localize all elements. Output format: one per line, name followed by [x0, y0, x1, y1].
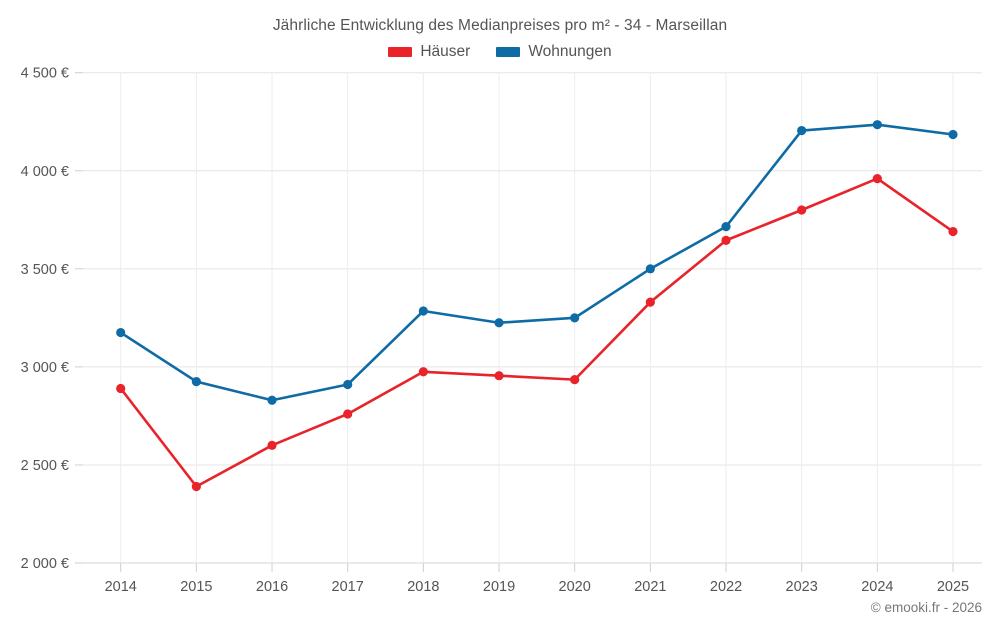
chart-title: Jährliche Entwicklung des Medianpreises … — [272, 17, 728, 34]
x-axis-tick-label: 2020 — [559, 579, 591, 595]
y-axis-tick-label: 3 000 € — [21, 360, 69, 376]
credit-text: © emooki.fr - 2026 — [870, 600, 982, 615]
y-axis-tick-label: 2 500 € — [21, 458, 69, 474]
data-point-häuser-2019[interactable] — [494, 371, 504, 381]
data-point-wohnungen-2022[interactable] — [721, 222, 731, 232]
x-axis-tick-label: 2022 — [710, 579, 742, 595]
data-point-wohnungen-2021[interactable] — [645, 264, 655, 274]
chart-legend: Häuser Wohnungen — [0, 44, 1000, 60]
data-point-wohnungen-2023[interactable] — [797, 125, 807, 136]
x-axis-tick-label: 2017 — [332, 579, 364, 595]
grid-layer — [75, 72, 982, 572]
data-point-wohnungen-2018[interactable] — [418, 306, 428, 316]
data-point-wohnungen-2017[interactable] — [343, 379, 353, 390]
x-axis-tick-label: 2018 — [407, 579, 439, 595]
y-axis-tick-label: 2 000 € — [21, 556, 69, 572]
series-layer — [116, 120, 958, 492]
x-axis-labels: 2014 2015 2016 2017 2018 2019 2020 2021 2022 2023… — [105, 579, 970, 595]
x-axis-tick-label: 2024 — [861, 579, 893, 595]
data-point-häuser-2016[interactable] — [267, 440, 277, 450]
y-axis-tick-label: 4 000 € — [21, 164, 69, 180]
x-axis-tick-label: 2021 — [634, 579, 666, 595]
data-point-häuser-2025[interactable] — [948, 226, 958, 237]
data-point-wohnungen-2020[interactable] — [570, 313, 580, 323]
series-line-wohnungen — [119, 123, 955, 402]
x-axis-tick-label: 2014 — [105, 579, 137, 595]
legend-swatch-wohnungen — [496, 46, 521, 57]
data-point-häuser-2021[interactable] — [645, 297, 655, 307]
legend-swatch-hauser — [388, 46, 413, 57]
y-axis-labels: 2 000 € 2 500 € 3 000 € 3 500 € 4 000 € 4 500… — [21, 66, 69, 572]
data-point-wohnungen-2016[interactable] — [267, 395, 277, 405]
data-point-häuser-2018[interactable] — [418, 367, 428, 377]
data-point-häuser-2015[interactable] — [191, 481, 201, 492]
data-point-häuser-2023[interactable] — [797, 205, 807, 215]
legend-label-hauser: Häuser — [420, 43, 471, 60]
series-line-häuser — [119, 177, 955, 488]
legend-label-wohnungen: Wohnungen — [528, 43, 612, 60]
data-point-häuser-2017[interactable] — [343, 409, 353, 419]
x-axis-tick-label: 2025 — [937, 579, 969, 595]
y-axis-tick-label: 3 500 € — [21, 262, 69, 278]
data-point-wohnungen-2019[interactable] — [494, 318, 504, 328]
x-axis-tick-label: 2015 — [180, 579, 212, 595]
data-point-wohnungen-2025[interactable] — [948, 129, 958, 140]
data-point-häuser-2024[interactable] — [872, 174, 882, 184]
data-point-wohnungen-2014[interactable] — [116, 327, 126, 338]
data-point-häuser-2020[interactable] — [570, 375, 580, 385]
legend-item-wohnungen[interactable]: Wohnungen — [496, 43, 612, 60]
data-point-wohnungen-2015[interactable] — [191, 376, 201, 387]
x-axis-tick-label: 2023 — [786, 579, 818, 595]
x-axis-tick-label: 2016 — [256, 579, 288, 595]
y-axis-tick-label: 4 500 € — [21, 66, 69, 82]
data-point-wohnungen-2024[interactable] — [872, 120, 882, 130]
data-point-häuser-2014[interactable] — [116, 383, 126, 394]
x-axis-tick-label: 2019 — [483, 579, 515, 595]
data-point-häuser-2022[interactable] — [721, 235, 731, 245]
legend-item-hauser[interactable]: Häuser — [388, 44, 470, 60]
